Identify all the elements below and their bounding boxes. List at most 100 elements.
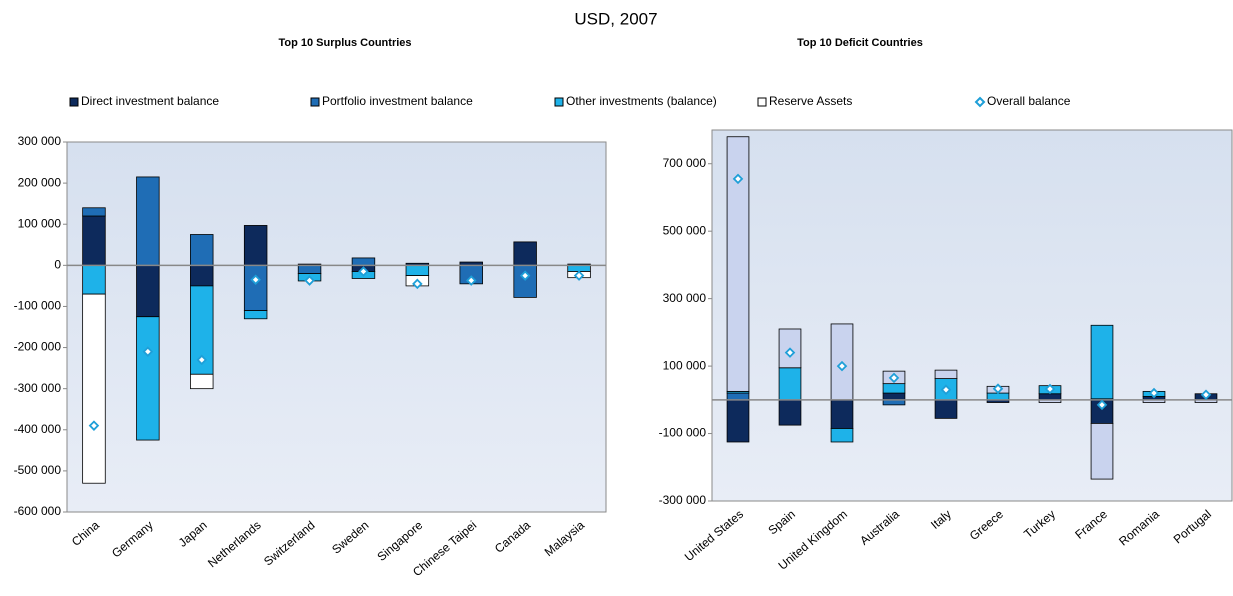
bar-segment <box>513 264 537 298</box>
plot-area <box>711 129 1233 502</box>
legend-label: Portfolio investment balance <box>322 94 473 108</box>
overall-marker <box>732 173 744 185</box>
overall-marker <box>304 275 315 286</box>
bar-segment <box>1038 393 1062 401</box>
bar-segment <box>830 428 854 443</box>
chart-title: USD, 2007 <box>574 9 657 28</box>
x-tick-label: Singapore <box>374 518 425 564</box>
overall-marker <box>573 270 585 281</box>
overall-marker <box>1200 389 1212 401</box>
y-tick-label: -600 000 <box>14 504 62 518</box>
x-tick-label: France <box>1072 507 1110 542</box>
bar-segment <box>243 225 268 266</box>
y-tick-label: 100 000 <box>18 216 62 230</box>
x-tick-label: Portugal <box>1171 507 1214 546</box>
x-tick-label: Australia <box>857 507 902 548</box>
bar-segment <box>934 399 958 419</box>
overall-marker <box>412 278 423 290</box>
overall-marker <box>358 266 369 277</box>
overall-marker <box>519 270 531 281</box>
y-tick-label: -100 000 <box>14 299 62 313</box>
bar-segment <box>351 257 376 266</box>
overall-marker <box>142 346 154 357</box>
bar-segment <box>190 264 214 287</box>
overall-marker <box>940 384 952 395</box>
bar-segment <box>82 215 106 266</box>
x-tick-label: Italy <box>928 507 954 532</box>
x-tick-label: Spain <box>765 507 798 537</box>
overall-marker <box>88 420 100 431</box>
bar-segment <box>778 399 802 426</box>
overall-marker <box>1044 383 1056 395</box>
bar-segment <box>882 383 906 394</box>
overall-marker <box>196 354 208 366</box>
overall-marker <box>1096 399 1108 411</box>
bar-segment <box>778 367 802 401</box>
bar-segment <box>82 207 106 217</box>
y-tick-label: 0 <box>54 258 61 272</box>
bar-segment <box>136 264 160 318</box>
bar-segment <box>726 399 750 443</box>
y-tick-label: -400 000 <box>14 422 62 436</box>
x-tick-label: United States <box>682 507 746 564</box>
y-tick-label: 300 000 <box>18 134 62 148</box>
bar-segment <box>513 241 537 266</box>
bar-segment <box>243 310 268 320</box>
y-tick-label: 300 000 <box>663 291 707 305</box>
legend-swatch <box>69 97 79 107</box>
x-tick-label: Romania <box>1116 507 1162 549</box>
x-tick-label: Sweden <box>329 518 371 557</box>
bar-segment <box>297 264 322 274</box>
legend-swatch <box>310 97 320 107</box>
bar-segment <box>986 392 1010 401</box>
bar-segment <box>830 399 854 429</box>
bar-segment <box>82 293 106 484</box>
y-tick-label: -100 000 <box>659 426 707 440</box>
legend-label: Reserve Assets <box>769 94 852 108</box>
overall-marker <box>1148 387 1160 399</box>
x-tick-label: Turkey <box>1021 507 1058 541</box>
bar-segment <box>190 373 214 390</box>
legend-swatch <box>554 97 564 107</box>
bar-segment <box>726 136 750 392</box>
y-tick-label: -500 000 <box>14 463 62 477</box>
x-tick-label: Switzerland <box>261 518 318 569</box>
overall-marker <box>992 383 1004 394</box>
bar-segment <box>882 392 906 401</box>
bar-segment <box>136 176 160 266</box>
y-tick-label: -200 000 <box>14 340 62 354</box>
x-tick-label: China <box>69 518 102 549</box>
y-tick-label: -300 000 <box>659 493 707 507</box>
x-tick-label: Japan <box>176 518 210 550</box>
bar-segment <box>1090 423 1114 480</box>
x-tick-label: Malaysia <box>542 518 588 559</box>
y-tick-label: 100 000 <box>663 358 707 372</box>
bar-segment <box>243 264 268 311</box>
bar-segment <box>934 369 958 379</box>
legend-label: Other investments (balance) <box>566 94 717 108</box>
bar-segment <box>136 316 160 441</box>
x-tick-label: Germany <box>109 518 156 560</box>
overall-marker <box>250 274 261 285</box>
legend-label: Overall balance <box>987 94 1071 108</box>
y-tick-label: 200 000 <box>18 175 62 189</box>
bar-segment <box>405 264 430 277</box>
bar-segment <box>726 392 750 401</box>
overall-marker <box>888 372 900 384</box>
bar-segment <box>190 234 214 266</box>
y-tick-label: 500 000 <box>663 223 707 237</box>
overall-marker <box>836 360 848 372</box>
overall-marker <box>465 275 477 286</box>
legend-label: Direct investment balance <box>81 94 219 108</box>
bar-segment <box>882 399 906 406</box>
x-tick-label: Netherlands <box>205 518 264 570</box>
y-tick-label: -300 000 <box>14 381 62 395</box>
x-tick-label: Greece <box>967 507 1006 543</box>
x-tick-label: Canada <box>492 518 533 556</box>
bar-segment <box>1090 324 1114 400</box>
legend-marker <box>974 96 986 108</box>
bar-segment <box>82 264 106 295</box>
subtitle: Top 10 Surplus Countries <box>278 37 411 49</box>
legend-swatch <box>757 97 767 107</box>
